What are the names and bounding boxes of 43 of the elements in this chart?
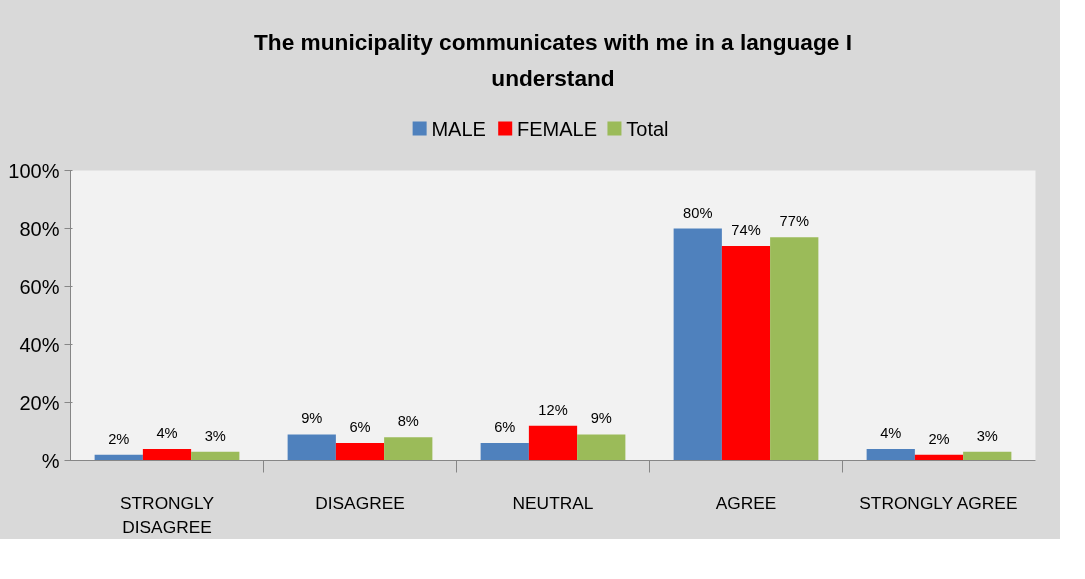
y-tick-label: 80% bbox=[19, 217, 60, 240]
data-label: 77% bbox=[779, 213, 809, 230]
bar bbox=[142, 448, 192, 461]
bar bbox=[721, 245, 771, 461]
x-tick-label: DISAGREE bbox=[315, 492, 405, 513]
data-label: 12% bbox=[538, 401, 568, 418]
bar bbox=[577, 434, 626, 461]
data-label: 2% bbox=[928, 430, 950, 447]
chart-title: The municipality communicates with me in a language I understand bbox=[254, 28, 853, 91]
data-label: 74% bbox=[731, 221, 761, 238]
bar bbox=[384, 437, 433, 461]
data-label: 8% bbox=[397, 413, 419, 430]
bar bbox=[480, 443, 529, 461]
bar bbox=[287, 434, 336, 461]
y-tick-label: 20% bbox=[19, 391, 60, 414]
data-label: 4% bbox=[880, 424, 902, 441]
y-tick-label: % bbox=[41, 449, 60, 472]
x-tick-label: STRONGLY AGREE bbox=[859, 492, 1018, 513]
legend-label: Total bbox=[626, 117, 669, 140]
bar bbox=[963, 451, 1012, 461]
x-tick-label: STRONGLY DISAGREE bbox=[119, 492, 215, 537]
data-label: 6% bbox=[349, 419, 371, 436]
legend-label: MALE bbox=[431, 117, 486, 140]
data-label: 80% bbox=[683, 204, 713, 221]
data-label: 3% bbox=[976, 427, 998, 444]
bar bbox=[528, 425, 578, 461]
bar bbox=[335, 443, 385, 461]
legend-label: FEMALE bbox=[517, 117, 598, 140]
bar bbox=[770, 237, 819, 461]
data-label: 6% bbox=[494, 419, 516, 436]
bar bbox=[866, 448, 915, 461]
data-label: 4% bbox=[156, 424, 178, 441]
bar bbox=[673, 228, 722, 461]
y-tick-label: 40% bbox=[19, 333, 60, 356]
x-tick-label: AGREE bbox=[715, 492, 777, 513]
y-tick-label: 100% bbox=[8, 159, 60, 182]
data-label: 9% bbox=[301, 410, 323, 427]
bar bbox=[191, 451, 240, 461]
data-label: 2% bbox=[108, 430, 130, 447]
data-label: 9% bbox=[590, 410, 612, 427]
y-tick-label: 60% bbox=[19, 275, 60, 298]
data-label: 3% bbox=[204, 427, 226, 444]
x-tick-label: NEUTRAL bbox=[512, 492, 594, 513]
